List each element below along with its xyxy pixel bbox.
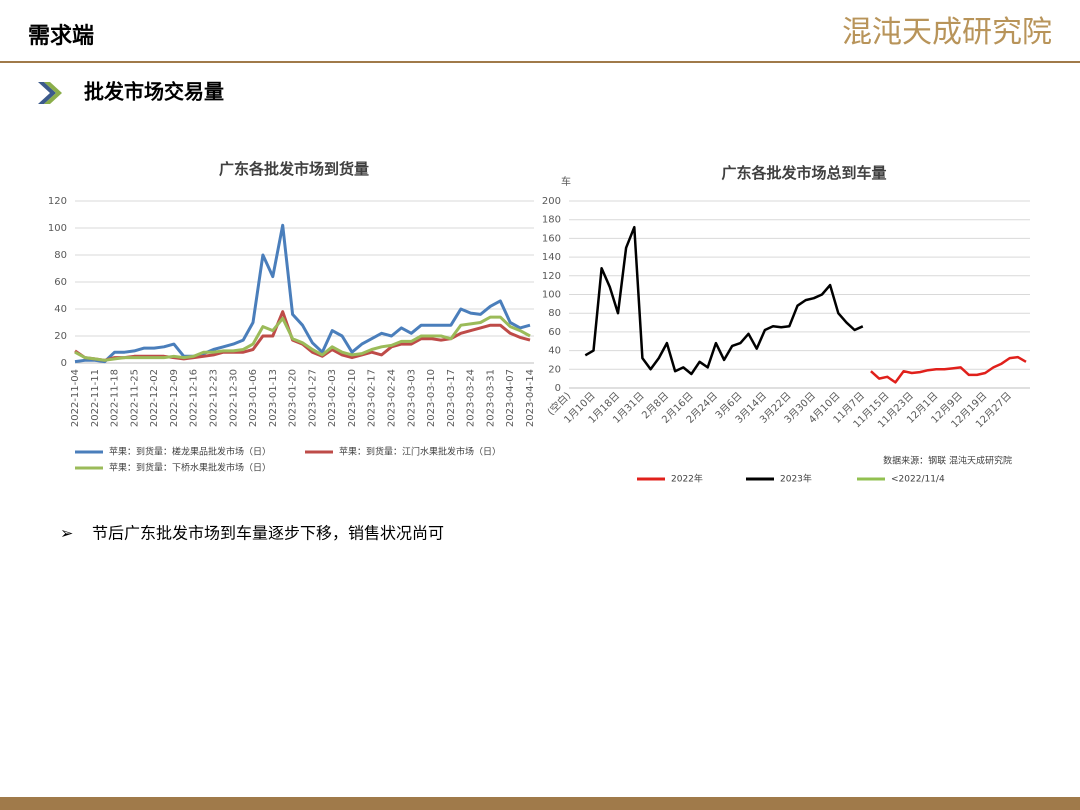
y-tick-label: 60 — [54, 277, 67, 288]
x-tick-label: 2023-04-07 — [505, 369, 516, 427]
chart-title: 广东各批发市场总到车量 — [721, 164, 886, 182]
y-tick-label: 20 — [548, 364, 561, 375]
x-tick-label: 2023-03-17 — [446, 369, 457, 427]
section-arrow-2 — [44, 82, 62, 104]
y-tick-label: 180 — [542, 215, 561, 226]
x-tick-label: 2022-12-09 — [169, 369, 180, 427]
x-tick-label: 2022-12-23 — [208, 369, 219, 427]
y-tick-label: 140 — [542, 252, 561, 263]
x-tick-label: 2023-03-24 — [466, 369, 477, 427]
bullet-text: 节后广东批发市场到车量逐步下移，销售状况尚可 — [92, 524, 444, 543]
x-tick-label: 2023-02-24 — [387, 369, 398, 427]
x-tick-label: 2023-03-03 — [406, 369, 417, 427]
legend-label: 2022年 — [671, 473, 703, 485]
legend-label: <2022/11/4 — [891, 475, 945, 485]
y-tick-label: 100 — [542, 290, 561, 301]
section-title: 批发市场交易量 — [84, 80, 224, 104]
y-tick-label: 20 — [54, 331, 67, 342]
x-tick-label: 2022-11-25 — [129, 369, 140, 427]
x-tick-label: 2022-11-04 — [70, 369, 81, 427]
x-tick-label: 2022-12-16 — [189, 369, 200, 427]
y-tick-label: 120 — [48, 196, 67, 207]
footer-bar — [0, 797, 1080, 810]
chart-title: 广东各批发市场到货量 — [219, 160, 369, 178]
y-tick-label: 0 — [555, 383, 561, 394]
series-line — [870, 355, 1027, 384]
y-tick-label: 100 — [48, 223, 67, 234]
legend-label: 苹果：到货量：下桥水果批发市场（日） — [109, 462, 271, 474]
y-tick-label: 200 — [542, 196, 561, 207]
series-line — [74, 315, 531, 362]
source-note: 数据来源：钢联 混沌天成研究院 — [883, 455, 1012, 467]
x-tick-label: 2023-01-20 — [288, 369, 299, 427]
y-tick-label: 80 — [54, 250, 67, 261]
y-tick-label: 0 — [61, 358, 67, 369]
legend-label: 苹果：到货量：槎龙果品批发市场（日） — [109, 446, 271, 458]
x-tick-label: 2022-11-18 — [110, 369, 121, 427]
y-axis-label: 车 — [561, 175, 571, 188]
x-tick-label: 2022-12-02 — [149, 369, 160, 427]
y-tick-label: 40 — [54, 304, 67, 315]
y-tick-label: 40 — [548, 346, 561, 357]
series-line — [74, 223, 531, 364]
section-arrow — [38, 82, 56, 104]
x-tick-label: 2023-01-27 — [307, 369, 318, 427]
x-tick-label: 2022-11-11 — [90, 369, 101, 427]
y-tick-label: 60 — [548, 327, 561, 338]
logo: 混沌天成研究院 — [842, 15, 1052, 50]
x-tick-label: 2023-03-31 — [485, 369, 496, 427]
x-tick-label: 2023-04-14 — [525, 369, 536, 427]
bullet-marker: ➢ — [60, 524, 73, 543]
series-line — [584, 225, 864, 376]
x-tick-label: 2023-03-10 — [426, 369, 437, 427]
x-tick-label: 2023-02-03 — [327, 369, 338, 427]
y-tick-label: 160 — [542, 233, 561, 244]
x-tick-label: 2023-01-13 — [268, 369, 279, 427]
y-tick-label: 120 — [542, 271, 561, 282]
x-tick-label: 2023-02-17 — [367, 369, 378, 427]
x-tick-label: 2022-12-30 — [228, 369, 239, 427]
y-tick-label: 80 — [548, 308, 561, 319]
legend-label: 苹果：到货量：江门水果批发市场（日） — [339, 446, 501, 458]
x-tick-label: 2023-01-06 — [248, 369, 259, 427]
x-tick-label: 2023-02-10 — [347, 369, 358, 427]
header-title: 需求端 — [28, 23, 94, 49]
legend-label: 2023年 — [780, 473, 812, 485]
